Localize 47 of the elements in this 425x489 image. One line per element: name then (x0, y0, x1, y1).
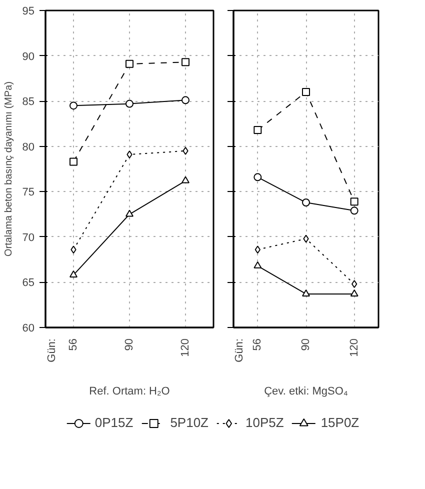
point (350, 198, 358, 206)
point (303, 234, 309, 243)
point (126, 150, 132, 159)
point (350, 206, 358, 215)
y-tick-label: 60 (22, 322, 35, 334)
x-tick-label: 90 (300, 338, 312, 351)
x-tick-label: 56 (68, 338, 80, 351)
point (254, 173, 262, 182)
legend-label: 15P0Z (320, 415, 360, 430)
point (126, 100, 134, 108)
y-tick-label: 70 (22, 232, 35, 244)
point (70, 270, 78, 278)
point (126, 60, 134, 68)
point (70, 246, 76, 254)
point (302, 88, 310, 96)
y-tick-label: 80 (22, 141, 35, 154)
legend-label: 0P15Z (94, 415, 134, 430)
x-axis-title: Ref. Ortam: H₂O (89, 385, 170, 398)
y-tick-label: 65 (22, 277, 35, 290)
text: Gün: (233, 338, 246, 362)
point (182, 176, 190, 184)
point (352, 280, 358, 288)
x-tick-label: 120 (180, 338, 192, 357)
y-tick-label: 85 (22, 96, 35, 108)
point (350, 289, 358, 297)
x-tick-label: 120 (348, 338, 360, 357)
y-tick-label: 75 (22, 186, 35, 199)
point (70, 158, 78, 166)
point (302, 289, 310, 297)
legend-label: 10P5Z (246, 415, 284, 430)
point (70, 102, 78, 110)
point (254, 126, 262, 134)
y-tick-label: 90 (22, 50, 35, 63)
y-tick-label: 95 (22, 6, 35, 18)
point (182, 146, 188, 155)
point (254, 261, 262, 268)
y-axis-title: Ortalama beton basınç dayanımı (MPa) (3, 81, 14, 257)
point (182, 58, 190, 66)
x-tick-label: 56 (252, 338, 264, 351)
point (126, 210, 134, 217)
point (182, 96, 190, 104)
text: Gün: (46, 338, 58, 362)
point (302, 198, 310, 207)
x-axis-title: Çev. etki: MgSO₄ (264, 385, 348, 398)
point (254, 246, 260, 254)
x-tick-label: 90 (124, 338, 136, 351)
legend-label: 5P10Z (170, 415, 208, 430)
